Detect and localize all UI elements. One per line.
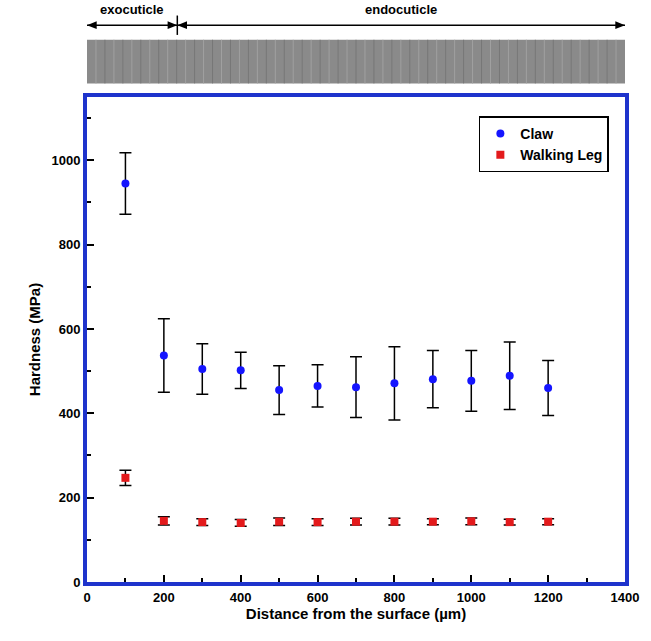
svg-text:Distance from the surface (µm): Distance from the surface (µm) bbox=[246, 605, 466, 622]
svg-text:1000: 1000 bbox=[457, 590, 486, 605]
svg-text:0: 0 bbox=[73, 575, 80, 590]
svg-text:600: 600 bbox=[307, 590, 329, 605]
svg-text:400: 400 bbox=[59, 406, 81, 421]
svg-text:1000: 1000 bbox=[51, 153, 80, 168]
svg-text:Claw: Claw bbox=[520, 126, 553, 142]
svg-text:exocuticle: exocuticle bbox=[100, 2, 164, 17]
svg-text:800: 800 bbox=[384, 590, 406, 605]
svg-text:Walking Leg: Walking Leg bbox=[520, 147, 602, 163]
svg-text:800: 800 bbox=[59, 237, 81, 252]
svg-text:200: 200 bbox=[153, 590, 175, 605]
svg-text:1400: 1400 bbox=[611, 590, 640, 605]
svg-text:600: 600 bbox=[59, 322, 81, 337]
svg-text:400: 400 bbox=[230, 590, 252, 605]
svg-text:200: 200 bbox=[59, 490, 81, 505]
svg-text:Hardness (MPa): Hardness (MPa) bbox=[26, 283, 43, 396]
svg-text:endocuticle: endocuticle bbox=[365, 2, 437, 17]
svg-text:1200: 1200 bbox=[534, 590, 563, 605]
svg-text:0: 0 bbox=[83, 590, 90, 605]
